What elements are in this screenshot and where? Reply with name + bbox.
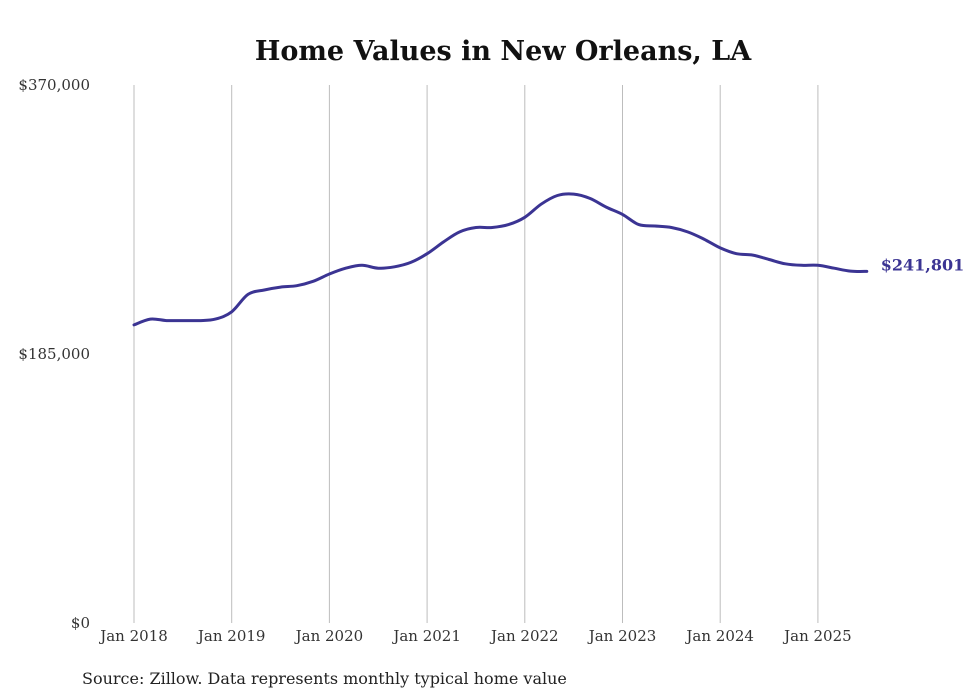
x-tick-label: Jan 2021 (391, 627, 461, 645)
x-axis-ticks: Jan 2018 Jan 2019 Jan 2020 Jan 2021 Jan 2022… (98, 627, 851, 645)
source-note: Source: Zillow. Data represents monthly … (82, 669, 567, 688)
x-tick-label: Jan 2025 (782, 627, 852, 645)
x-tick-label: Jan 2019 (196, 627, 266, 645)
chart-title: Home Values in New Orleans, LA (255, 36, 752, 67)
y-tick-label: $185,000 (18, 345, 90, 363)
home-value-line (132, 192, 869, 327)
x-tick-label: Jan 2024 (684, 627, 754, 645)
x-tick-label: Jan 2022 (489, 627, 559, 645)
y-axis-ticks: $370,000 $185,000 $0 (18, 76, 90, 632)
x-tick-label: Jan 2020 (294, 627, 364, 645)
latest-value-label: $241,801 (881, 255, 965, 274)
y-tick-label: $370,000 (18, 76, 90, 94)
x-tick-label: Jan 2018 (98, 627, 168, 645)
y-tick-label: $0 (71, 614, 90, 632)
x-tick-label: Jan 2023 (587, 627, 657, 645)
vertical-gridlines (133, 85, 819, 623)
